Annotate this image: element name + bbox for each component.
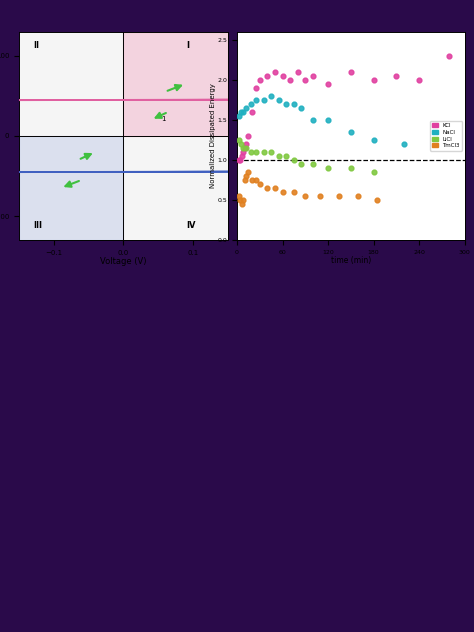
Point: [286, 75, 294, 85]
Legend: KCl, NaCl, LiCl, TmCl3: KCl, NaCl, LiCl, TmCl3: [430, 121, 462, 150]
Point: [324, 163, 332, 173]
Text: 1: 1: [162, 116, 166, 123]
Point: [374, 195, 381, 205]
Point: [298, 159, 305, 169]
Point: [309, 71, 317, 81]
Point: [235, 191, 242, 201]
X-axis label: Voltage (V): Voltage (V): [100, 257, 146, 266]
Ellipse shape: [0, 139, 474, 205]
Point: [248, 175, 256, 185]
Point: [239, 107, 247, 117]
Point: [248, 107, 256, 117]
Point: [264, 71, 271, 81]
Point: [301, 75, 309, 85]
X-axis label: time (min): time (min): [331, 256, 371, 265]
Point: [271, 183, 279, 193]
Point: [239, 147, 247, 157]
Point: [336, 191, 343, 201]
Point: [242, 171, 250, 181]
Point: [275, 151, 283, 161]
Point: [294, 66, 301, 76]
Point: [283, 151, 290, 161]
Point: [256, 179, 264, 189]
Point: [242, 103, 250, 113]
Ellipse shape: [0, 67, 474, 133]
Text: I: I: [186, 40, 189, 50]
Point: [247, 147, 255, 157]
Point: [279, 187, 286, 197]
Point: [235, 155, 242, 165]
Point: [271, 66, 279, 76]
Point: [252, 83, 260, 93]
Point: [290, 99, 298, 109]
Point: [236, 195, 244, 205]
Point: [260, 95, 267, 105]
Point: [415, 75, 423, 85]
Point: [446, 51, 453, 61]
Point: [301, 191, 309, 201]
Point: [235, 135, 242, 145]
Point: [242, 139, 250, 149]
Point: [298, 103, 305, 113]
Point: [275, 95, 283, 105]
Point: [245, 131, 252, 141]
Point: [290, 155, 298, 165]
Point: [239, 143, 247, 153]
Point: [324, 79, 332, 89]
Point: [252, 95, 260, 105]
Point: [392, 71, 400, 81]
Y-axis label: Normalized Dissipated Energy: Normalized Dissipated Energy: [210, 83, 216, 188]
Point: [279, 71, 286, 81]
Point: [283, 99, 290, 109]
Point: [256, 75, 264, 85]
Point: [241, 143, 248, 153]
Point: [242, 143, 250, 153]
Point: [238, 199, 246, 209]
Point: [238, 151, 246, 161]
Point: [267, 91, 275, 101]
Point: [267, 147, 275, 157]
Point: [241, 175, 248, 185]
Point: [309, 159, 317, 169]
Point: [370, 75, 377, 85]
Text: III: III: [33, 221, 42, 230]
Point: [400, 139, 408, 149]
Point: [237, 139, 245, 149]
Text: II: II: [33, 40, 39, 50]
Point: [290, 187, 298, 197]
Point: [236, 155, 244, 165]
Point: [235, 111, 242, 121]
Point: [239, 195, 247, 205]
Point: [347, 66, 355, 76]
Point: [260, 147, 267, 157]
Point: [355, 191, 362, 201]
Point: [245, 167, 252, 177]
Text: IV: IV: [186, 221, 195, 230]
Point: [309, 115, 317, 125]
Point: [237, 107, 245, 117]
Point: [247, 99, 255, 109]
Point: [324, 115, 332, 125]
Point: [370, 135, 377, 145]
Point: [317, 191, 324, 201]
Point: [252, 147, 260, 157]
Point: [252, 175, 260, 185]
Point: [347, 127, 355, 137]
Point: [370, 167, 377, 177]
Point: [264, 183, 271, 193]
Point: [347, 163, 355, 173]
